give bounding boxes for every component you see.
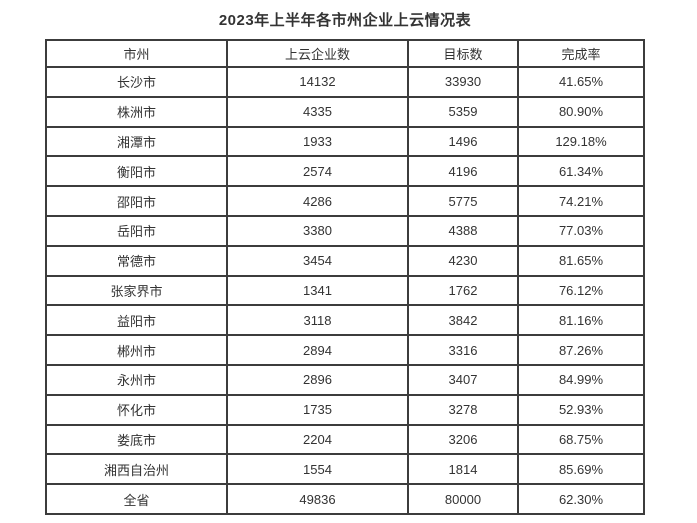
table-row: 常德市 3454 4230 81.65% <box>46 245 644 276</box>
cell-target-count: 3316 <box>408 335 518 365</box>
cell-cloud-enterprise-count: 2204 <box>227 424 408 455</box>
table-row: 永州市 2896 3407 84.99% <box>46 364 644 395</box>
cell-target-count: 1762 <box>408 275 518 306</box>
cell-completion-rate: 62.30% <box>518 484 644 514</box>
cell-city: 湘潭市 <box>46 126 227 157</box>
cell-completion-rate: 129.18% <box>518 126 644 157</box>
cell-target-count: 4230 <box>408 245 518 276</box>
cell-city: 湘西自治州 <box>46 454 227 485</box>
cell-completion-rate: 85.69% <box>518 454 644 485</box>
cell-completion-rate: 61.34% <box>518 156 644 187</box>
cell-cloud-enterprise-count: 4286 <box>227 186 408 216</box>
cell-target-count: 80000 <box>408 484 518 514</box>
table-row: 邵阳市 4286 5775 74.21% <box>46 186 644 216</box>
cell-city: 娄底市 <box>46 424 227 455</box>
cell-city: 常德市 <box>46 245 227 276</box>
cell-city: 衡阳市 <box>46 156 227 187</box>
cell-completion-rate: 68.75% <box>518 424 644 455</box>
cell-completion-rate: 80.90% <box>518 96 644 127</box>
cell-cloud-enterprise-count: 2574 <box>227 156 408 187</box>
header-completion-rate: 完成率 <box>518 40 644 67</box>
cell-cloud-enterprise-count: 1933 <box>227 126 408 157</box>
table-row: 娄底市 2204 3206 68.75% <box>46 424 644 455</box>
cell-cloud-enterprise-count: 3380 <box>227 215 408 246</box>
cell-completion-rate: 84.99% <box>518 364 644 395</box>
table-row: 张家界市 1341 1762 76.12% <box>46 275 644 306</box>
cell-cloud-enterprise-count: 49836 <box>227 484 408 514</box>
cell-cloud-enterprise-count: 1554 <box>227 454 408 485</box>
header-city: 市州 <box>46 40 227 67</box>
cell-target-count: 3206 <box>408 424 518 455</box>
cell-cloud-enterprise-count: 2894 <box>227 335 408 365</box>
cell-target-count: 4196 <box>408 156 518 187</box>
table-row: 湘西自治州 1554 1814 85.69% <box>46 454 644 485</box>
cell-completion-rate: 41.65% <box>518 67 644 97</box>
cell-cloud-enterprise-count: 3454 <box>227 245 408 276</box>
table-row: 长沙市 14132 33930 41.65% <box>46 67 644 97</box>
table-row: 湘潭市 1933 1496 129.18% <box>46 126 644 157</box>
table-row: 郴州市 2894 3316 87.26% <box>46 335 644 365</box>
cloud-adoption-table: 市州 上云企业数 目标数 完成率 长沙市 14132 33930 41.65% … <box>45 39 645 515</box>
cell-completion-rate: 81.16% <box>518 305 644 336</box>
table-header-row: 市州 上云企业数 目标数 完成率 <box>46 40 644 67</box>
cell-city: 全省 <box>46 484 227 514</box>
cell-target-count: 3407 <box>408 364 518 395</box>
cell-city: 株洲市 <box>46 96 227 127</box>
cell-city: 怀化市 <box>46 394 227 425</box>
table-body: 长沙市 14132 33930 41.65% 株洲市 4335 5359 80.… <box>46 67 644 514</box>
cell-target-count: 1496 <box>408 126 518 157</box>
cell-city: 岳阳市 <box>46 215 227 246</box>
cell-city: 邵阳市 <box>46 186 227 216</box>
cell-completion-rate: 87.26% <box>518 335 644 365</box>
cell-cloud-enterprise-count: 1735 <box>227 394 408 425</box>
cell-city: 永州市 <box>46 364 227 395</box>
cell-target-count: 3842 <box>408 305 518 336</box>
cell-target-count: 33930 <box>408 67 518 97</box>
cell-target-count: 5359 <box>408 96 518 127</box>
cell-city: 张家界市 <box>46 275 227 306</box>
table-row: 全省 49836 80000 62.30% <box>46 484 644 514</box>
table-row: 怀化市 1735 3278 52.93% <box>46 394 644 425</box>
cell-target-count: 1814 <box>408 454 518 485</box>
table-row: 岳阳市 3380 4388 77.03% <box>46 215 644 246</box>
cell-cloud-enterprise-count: 3118 <box>227 305 408 336</box>
cell-completion-rate: 81.65% <box>518 245 644 276</box>
table-row: 益阳市 3118 3842 81.16% <box>46 305 644 336</box>
cell-city: 长沙市 <box>46 67 227 97</box>
cell-target-count: 3278 <box>408 394 518 425</box>
table-row: 衡阳市 2574 4196 61.34% <box>46 156 644 187</box>
cell-completion-rate: 77.03% <box>518 215 644 246</box>
cell-target-count: 4388 <box>408 215 518 246</box>
cell-cloud-enterprise-count: 1341 <box>227 275 408 306</box>
cell-city: 郴州市 <box>46 335 227 365</box>
header-cloud-enterprise-count: 上云企业数 <box>227 40 408 67</box>
cell-cloud-enterprise-count: 14132 <box>227 67 408 97</box>
cell-completion-rate: 52.93% <box>518 394 644 425</box>
cell-cloud-enterprise-count: 4335 <box>227 96 408 127</box>
cell-target-count: 5775 <box>408 186 518 216</box>
cell-completion-rate: 76.12% <box>518 275 644 306</box>
header-target-count: 目标数 <box>408 40 518 67</box>
cell-city: 益阳市 <box>46 305 227 336</box>
table-row: 株洲市 4335 5359 80.90% <box>46 96 644 127</box>
cell-cloud-enterprise-count: 2896 <box>227 364 408 395</box>
cell-completion-rate: 74.21% <box>518 186 644 216</box>
page-title: 2023年上半年各市州企业上云情况表 <box>218 12 472 29</box>
